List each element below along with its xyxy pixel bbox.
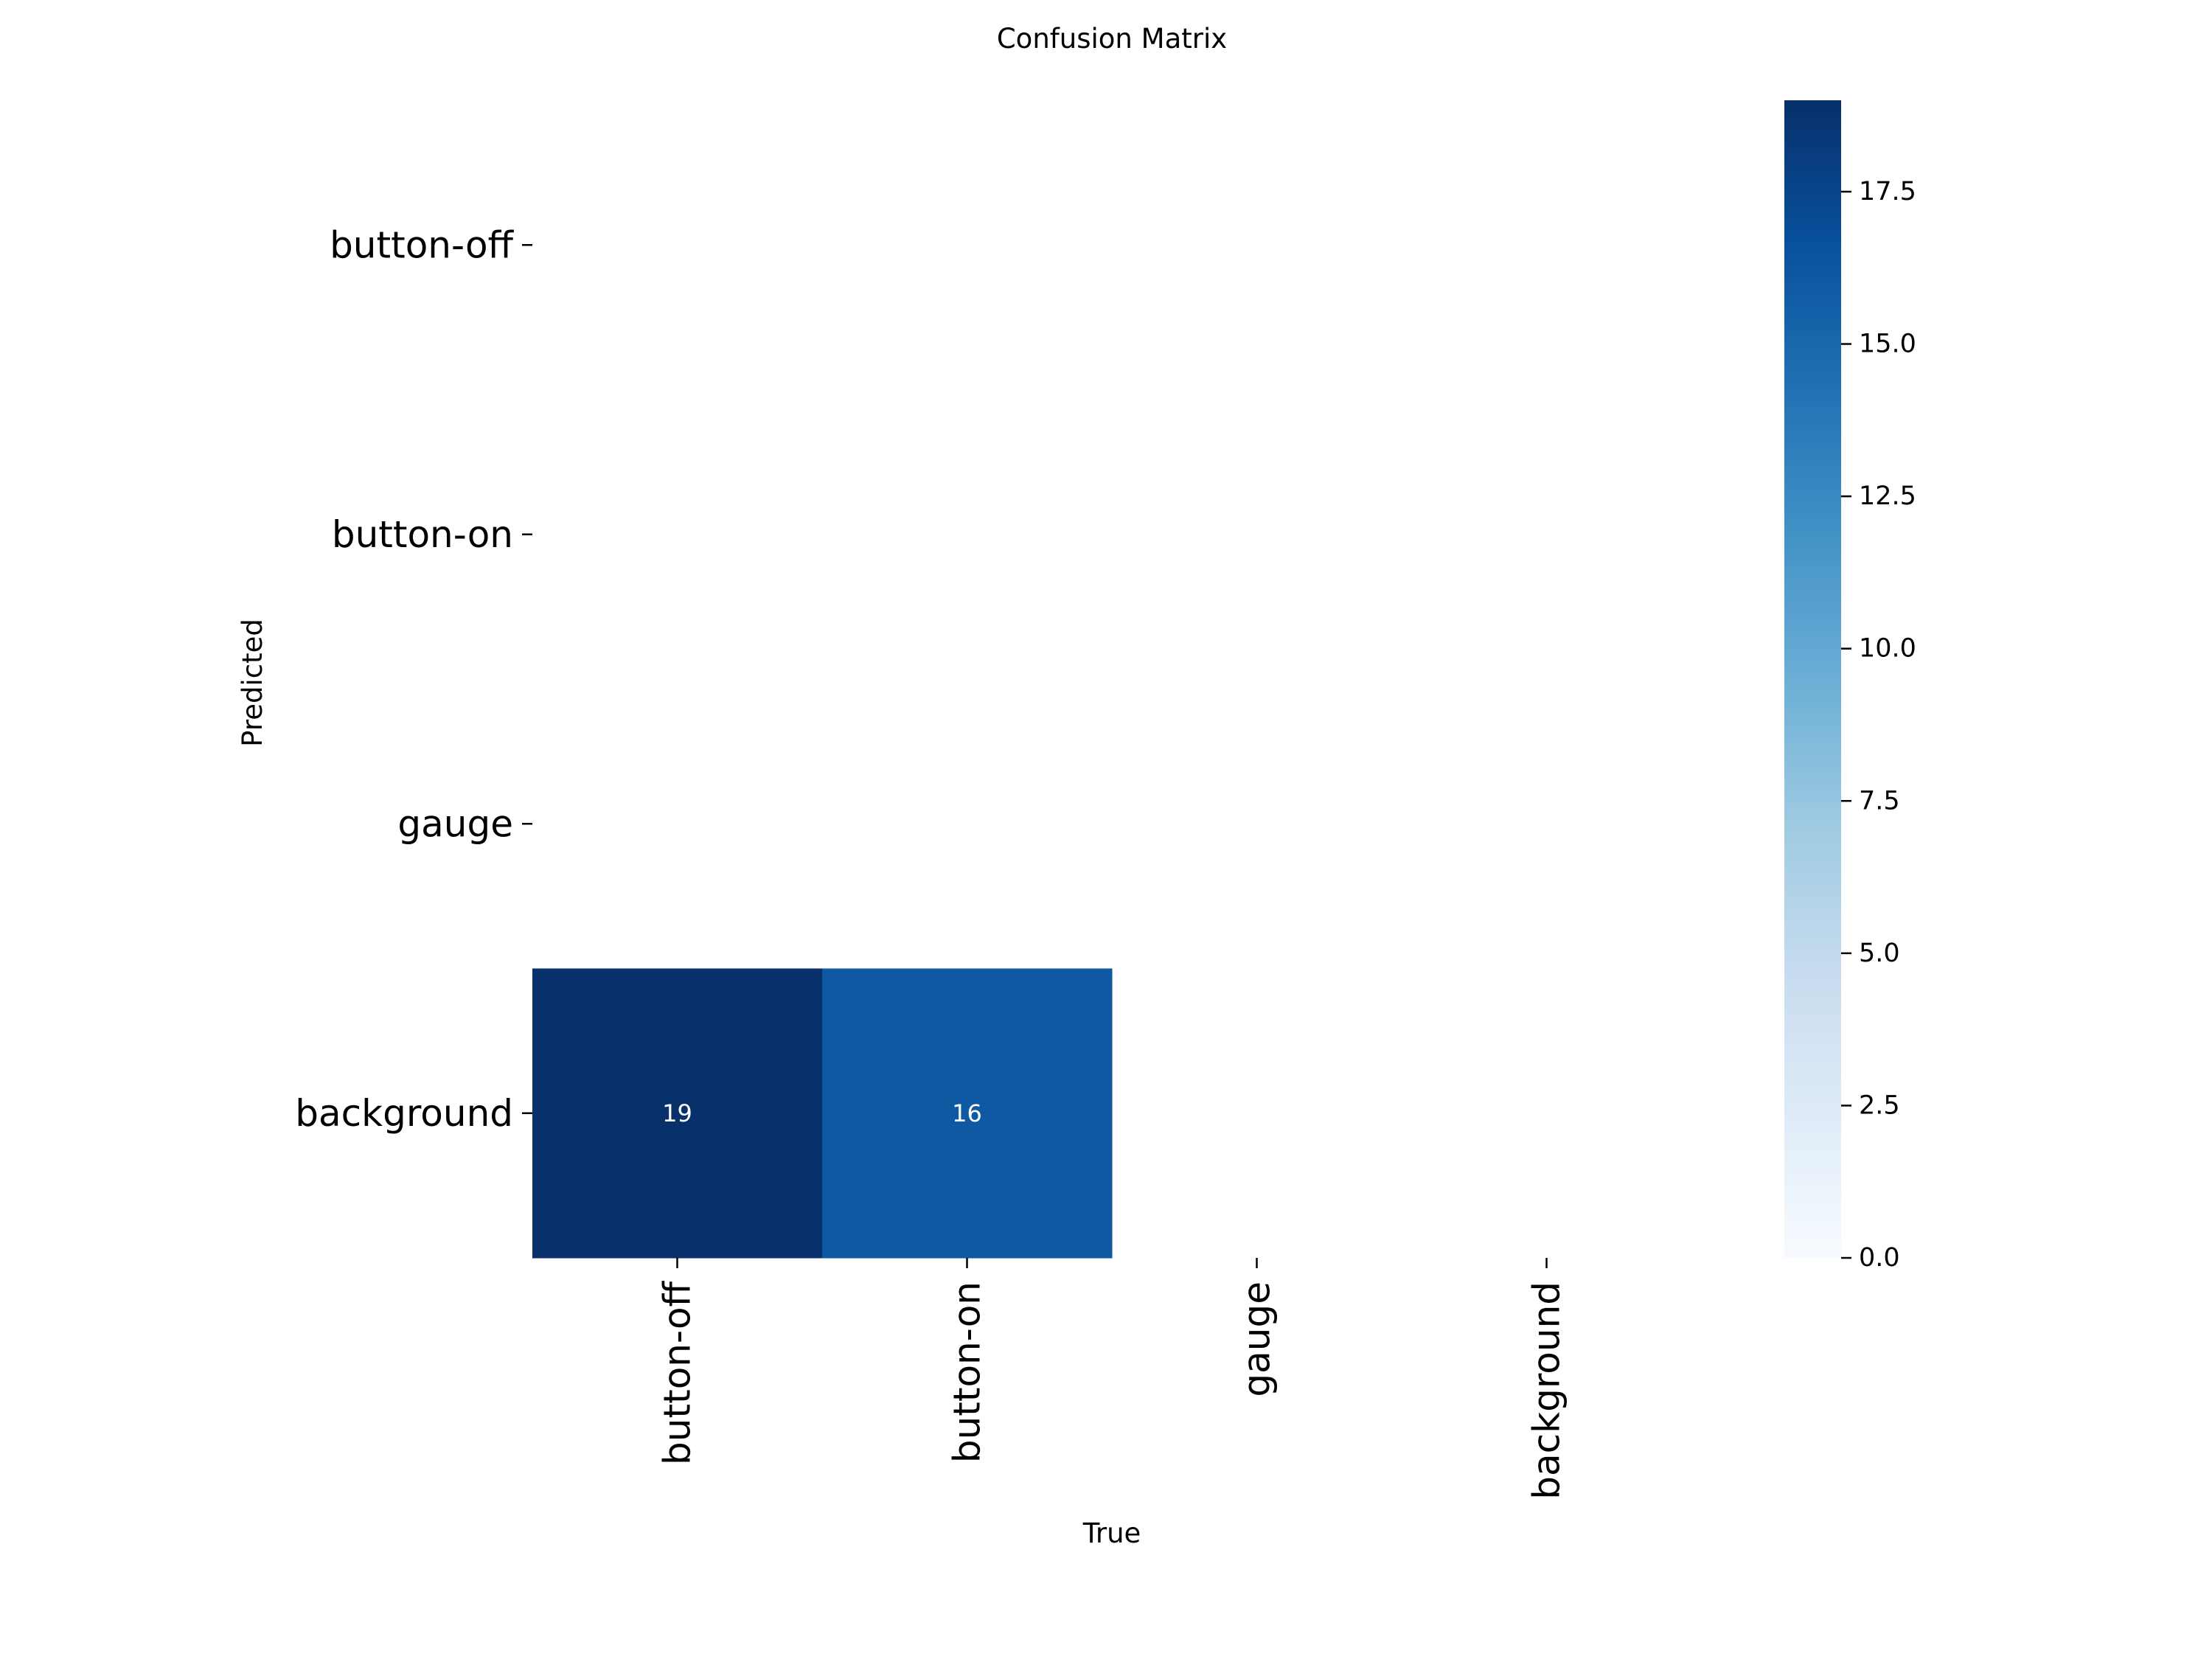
colorbar-ticks: 0.0 2.5 5.0 7.5 10.0 12.5 15.0 17.5 [1841, 177, 1916, 1273]
colorbar-tick-label-5-0: 5.0 [1859, 939, 1900, 968]
y-tick-label-button-off: button-off [330, 223, 514, 266]
x-tick-label-button-off: button-off [656, 1280, 699, 1464]
colorbar-gradient [1784, 100, 1841, 1258]
y-tick-label-background: background [295, 1092, 513, 1135]
x-tick-label-button-on: button-on [946, 1281, 989, 1463]
colorbar-tick-label-2-5: 2.5 [1859, 1091, 1900, 1120]
y-tick-label-button-on: button-on [332, 513, 513, 556]
colorbar-tick-label-7-5: 7.5 [1859, 786, 1900, 815]
colorbar: 0.0 2.5 5.0 7.5 10.0 12.5 15.0 17.5 [1784, 100, 1916, 1273]
colorbar-tick-label-0-0: 0.0 [1859, 1243, 1900, 1273]
x-axis-label: True [1082, 1517, 1141, 1549]
x-axis-ticks: button-off button-on gauge background [656, 1258, 1568, 1500]
cell-background-button-on [822, 968, 1113, 1259]
colorbar-tick-label-15-0: 15.0 [1859, 330, 1916, 359]
heatmap-cells: 19 16 [532, 968, 1113, 1259]
cell-value-background-button-off: 19 [662, 1099, 692, 1127]
x-tick-label-gauge: gauge [1236, 1281, 1279, 1397]
colorbar-tick-label-12-5: 12.5 [1859, 481, 1916, 511]
y-tick-label-gauge: gauge [397, 802, 513, 845]
colorbar-tick-label-17-5: 17.5 [1859, 177, 1916, 206]
cell-value-background-button-on: 16 [952, 1099, 982, 1127]
y-axis-ticks: button-off button-on gauge background [295, 223, 532, 1135]
cell-background-button-off [532, 968, 823, 1259]
x-tick-label-background: background [1526, 1281, 1568, 1500]
colorbar-tick-label-10-0: 10.0 [1859, 634, 1916, 664]
y-axis-label: Predicted [237, 619, 268, 747]
chart-title: Confusion Matrix [997, 23, 1227, 55]
